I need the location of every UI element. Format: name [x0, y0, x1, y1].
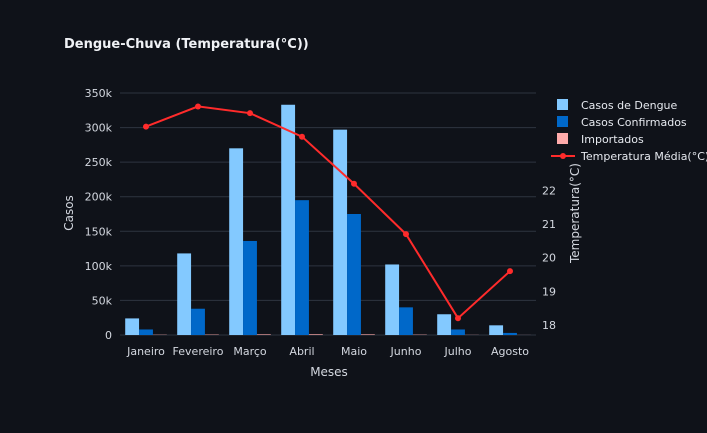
y-tick-label: 0: [105, 329, 112, 342]
bar: [125, 318, 140, 335]
legend-swatch-marker: [560, 153, 566, 159]
legend-swatch: [557, 99, 568, 110]
bar: [177, 253, 192, 335]
bars: [125, 104, 531, 335]
y-axis-title: Casos: [62, 195, 76, 231]
bar: [503, 332, 517, 335]
y-tick-label: 150k: [85, 225, 113, 238]
y-tick-label: 300k: [85, 122, 113, 135]
bar: [333, 129, 348, 335]
bar: [243, 240, 257, 335]
y2-tick-label: 22: [542, 184, 556, 197]
legend-label: Importados: [581, 133, 644, 146]
y2-tick-label: 21: [542, 218, 556, 231]
y-axis-ticks: 0 50k 100k 150k 200k 250k 300k 350k: [85, 87, 113, 342]
line-point: [507, 268, 513, 275]
legend-swatch: [557, 133, 568, 144]
bar: [229, 148, 244, 335]
y2-axis-ticks: 18 19 20 21 22: [542, 184, 556, 331]
y-tick-label: 100k: [85, 260, 113, 273]
line-point: [247, 110, 253, 117]
x-tick-label: Agosto: [491, 345, 529, 358]
legend-swatch: [557, 116, 568, 127]
line-point: [299, 133, 305, 140]
x-tick-label: Julho: [444, 345, 472, 358]
x-tick-label: Fevereiro: [173, 345, 224, 358]
bar: [295, 200, 309, 335]
legend-label: Temperatura Média(°C): [580, 150, 707, 163]
y2-tick-label: 19: [542, 285, 556, 298]
legend-label: Casos Confirmados: [581, 116, 687, 129]
temperature-line: [143, 103, 513, 322]
bar: [191, 308, 205, 335]
bar: [139, 329, 153, 335]
bar: [385, 264, 400, 335]
bar: [399, 307, 413, 335]
x-tick-label: Junho: [390, 345, 422, 358]
line-point: [143, 123, 149, 130]
bar: [489, 325, 504, 335]
x-axis-ticks: Janeiro Fevereiro Março Abril Maio Junho Julho…: [126, 345, 529, 358]
bar: [281, 104, 296, 335]
line-point: [351, 180, 357, 187]
x-axis-title: Meses: [310, 365, 348, 379]
chart-title: Dengue-Chuva (Temperatura(°C)): [64, 37, 309, 52]
bar: [347, 214, 361, 335]
x-tick-label: Março: [233, 345, 267, 358]
x-tick-label: Maio: [341, 345, 367, 358]
line-series: [145, 105, 511, 320]
line-point: [403, 231, 409, 238]
y2-axis-title: Temperatura(°C): [568, 163, 582, 264]
bar: [256, 334, 271, 335]
y2-tick-label: 18: [542, 319, 556, 332]
bar: [451, 329, 465, 335]
y-tick-label: 350k: [85, 87, 113, 100]
y-tick-label: 250k: [85, 156, 113, 169]
x-tick-label: Janeiro: [126, 345, 165, 358]
y-tick-label: 50k: [92, 294, 113, 307]
legend: Casos de Dengue Casos Confirmados Importad…: [551, 99, 707, 163]
x-tick-label: Abril: [289, 345, 314, 358]
y2-tick-label: 20: [542, 252, 556, 265]
y-tick-label: 200k: [85, 191, 113, 204]
line-point: [455, 315, 461, 322]
bar: [308, 334, 323, 335]
bar: [360, 334, 375, 335]
line-point: [195, 103, 201, 110]
legend-label: Casos de Dengue: [581, 99, 678, 112]
bar: [437, 314, 452, 335]
